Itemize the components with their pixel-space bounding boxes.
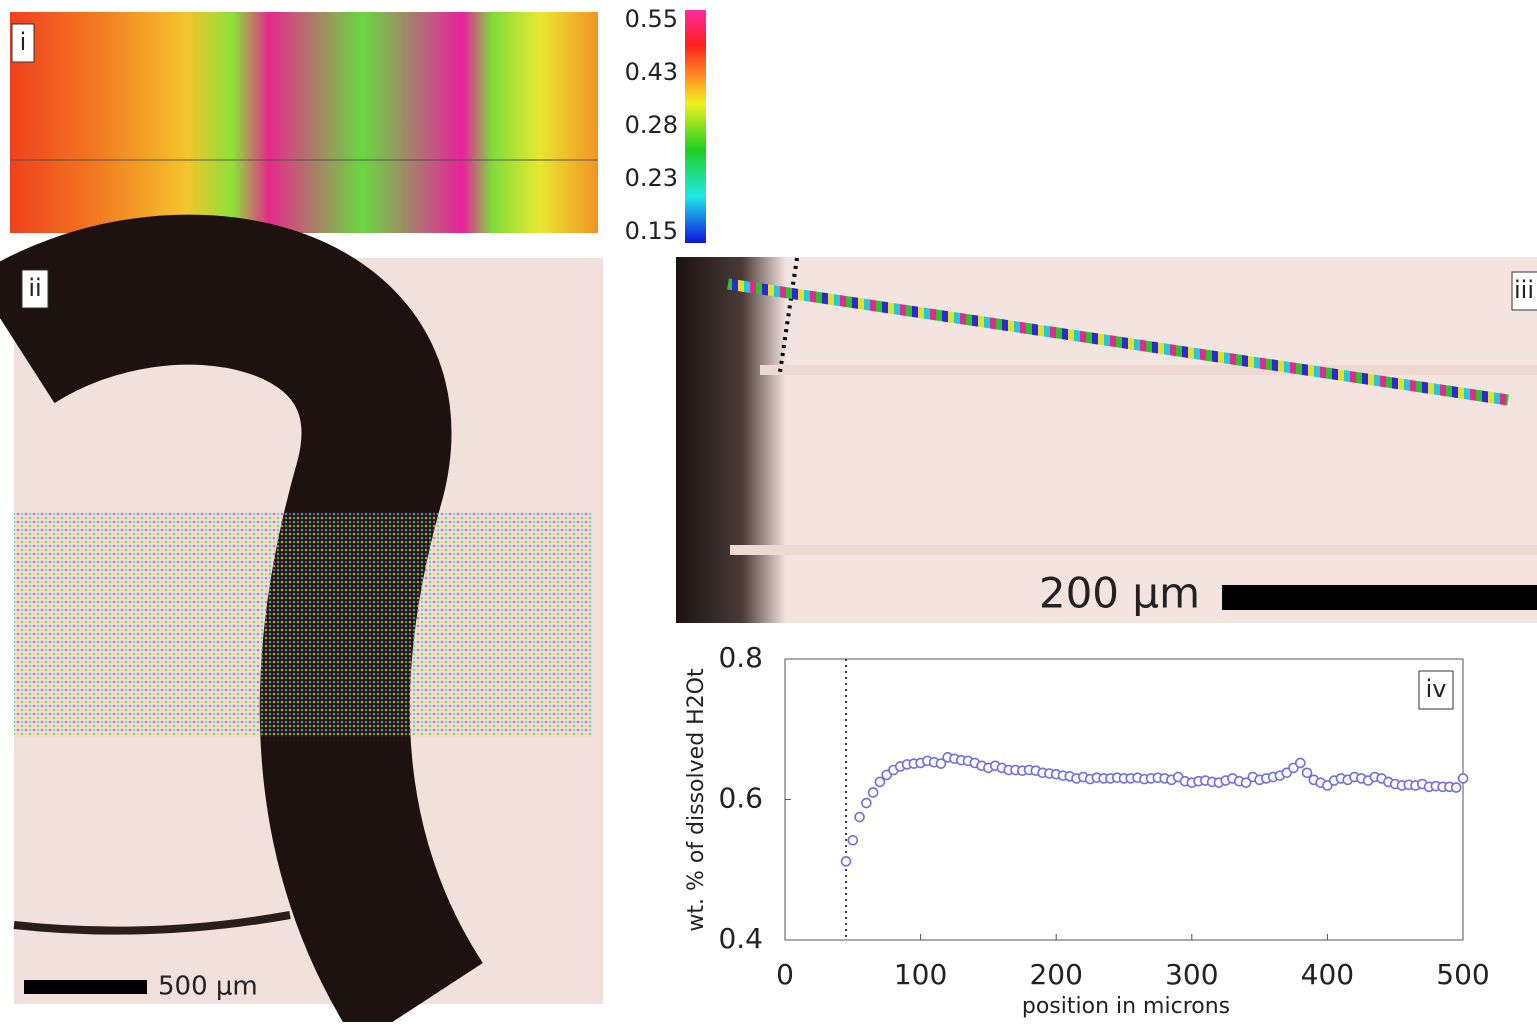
data-point [840, 856, 852, 867]
x-tick-label: 500 [1436, 958, 1489, 991]
panel-label-box [21, 269, 49, 309]
data-point [867, 787, 879, 798]
panel-label-box [1511, 271, 1537, 311]
plot-frame [784, 658, 1464, 941]
data-point [874, 776, 886, 788]
colorbar [685, 10, 706, 243]
data-point [861, 797, 872, 809]
data-point [854, 811, 865, 823]
data-point [1294, 757, 1306, 769]
scale-bar-label: 200 μm [1039, 569, 1200, 618]
scale-bar [24, 980, 147, 994]
panel-label: iii [1514, 276, 1534, 304]
data-point [1450, 782, 1462, 793]
data-point [1240, 777, 1252, 788]
colorbar-tick-label: 0.55 [625, 5, 678, 33]
y-tick-label: 0.6 [718, 782, 763, 815]
x-tick-label: 100 [894, 958, 947, 991]
data-point [1457, 773, 1469, 784]
y-tick-label: 0.8 [718, 641, 763, 674]
profile-points [727, 278, 1509, 406]
band [760, 365, 1537, 375]
x-tick-label: 400 [1301, 958, 1354, 991]
dark-ring [0, 214, 484, 1026]
crack [13, 911, 291, 935]
scale-bar [1222, 585, 1537, 610]
colorbar-tick-label: 0.43 [625, 58, 678, 86]
panel-label: i [20, 28, 27, 56]
panel-label: ii [28, 274, 41, 302]
data-point [847, 834, 859, 846]
panel-label: iv [1426, 675, 1447, 703]
colorbar-tick-label: 0.28 [625, 111, 678, 139]
boundary [778, 257, 799, 373]
x-axis-label: position in microns [1022, 994, 1230, 1019]
x-tick-label: 300 [1165, 958, 1218, 991]
raster-dots [14, 512, 592, 737]
band [730, 545, 1537, 555]
map-image [10, 12, 598, 233]
scale-bar-label: 500 μm [158, 972, 258, 1002]
dark-edge [676, 257, 786, 623]
y-axis-label: wt. % of dissolved H2Ot [684, 668, 709, 932]
panel-label-box [11, 23, 35, 63]
x-tick-label: 200 [1029, 958, 1082, 991]
data-point [1301, 767, 1313, 779]
panel-label-box [1418, 670, 1454, 710]
colorbar-tick-label: 0.23 [625, 164, 678, 192]
colorbar-tick-label: 0.15 [625, 217, 678, 245]
data-point [935, 758, 947, 769]
y-tick-label: 0.4 [718, 922, 763, 955]
micrograph [676, 257, 1537, 623]
x-tick-label: 0 [776, 958, 794, 991]
